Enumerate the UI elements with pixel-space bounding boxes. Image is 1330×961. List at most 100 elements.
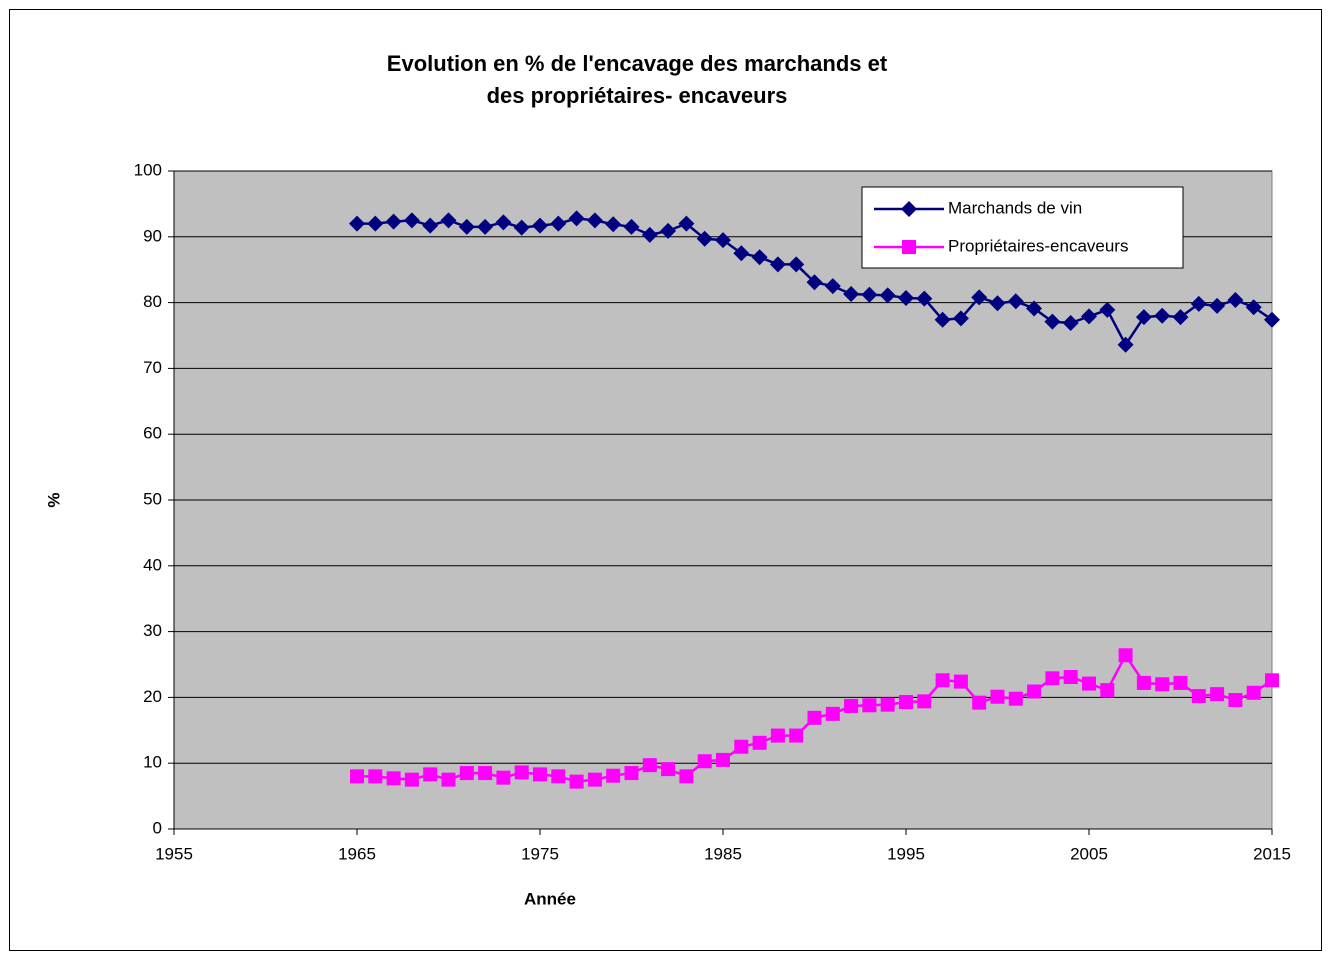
marker xyxy=(844,698,859,713)
marker xyxy=(1155,677,1170,692)
marker xyxy=(716,752,730,767)
marker xyxy=(368,769,383,784)
chart-title: Evolution en % de l'encavage des marchan… xyxy=(387,51,888,76)
legend-box xyxy=(861,186,1184,269)
marker xyxy=(1228,693,1243,708)
marker xyxy=(624,766,639,781)
marker xyxy=(734,739,749,754)
y-tick-label: 100 xyxy=(134,160,162,179)
marker xyxy=(513,219,530,236)
marker xyxy=(843,286,860,303)
marker xyxy=(459,766,474,781)
marker xyxy=(642,758,657,773)
marker xyxy=(403,212,420,229)
marker xyxy=(661,762,676,777)
marker xyxy=(1044,313,1061,330)
y-tick-label: 20 xyxy=(143,687,162,706)
marker xyxy=(916,290,933,307)
marker xyxy=(477,218,494,235)
marker xyxy=(898,289,914,306)
marker xyxy=(733,245,750,262)
marker xyxy=(496,770,511,785)
marker xyxy=(697,754,712,769)
marker xyxy=(1118,648,1133,663)
x-tick-label: 1965 xyxy=(338,844,376,863)
chart-title: des propriétaires- encaveurs xyxy=(487,83,788,108)
marker xyxy=(386,771,401,786)
marker xyxy=(770,728,785,743)
y-tick-label: 60 xyxy=(143,424,162,443)
y-tick-label: 10 xyxy=(143,753,162,772)
marker xyxy=(989,295,1006,312)
y-tick-label: 30 xyxy=(143,621,162,640)
legend-marker xyxy=(901,201,917,217)
marker xyxy=(953,674,968,689)
marker xyxy=(1173,675,1188,690)
marker xyxy=(478,766,493,781)
marker xyxy=(349,215,365,232)
y-tick-label: 90 xyxy=(143,226,162,245)
marker xyxy=(806,274,823,291)
marker xyxy=(1190,295,1207,312)
marker xyxy=(879,287,896,304)
marker xyxy=(679,769,694,784)
marker xyxy=(715,232,731,249)
marker xyxy=(1136,675,1151,690)
marker xyxy=(586,212,603,229)
legend-label: Propriétaires-encaveurs xyxy=(948,236,1128,255)
marker xyxy=(367,215,384,232)
marker xyxy=(917,694,932,709)
marker xyxy=(1246,685,1261,700)
marker xyxy=(1063,670,1078,685)
marker xyxy=(514,765,529,780)
x-tick-label: 1995 xyxy=(887,844,925,863)
legend-label: Marchands de vin xyxy=(948,198,1082,217)
marker xyxy=(532,217,548,234)
marker xyxy=(678,215,695,232)
marker xyxy=(1209,297,1226,314)
marker xyxy=(752,735,767,750)
marker xyxy=(1045,671,1060,686)
marker xyxy=(458,218,475,235)
marker xyxy=(1026,300,1043,317)
marker xyxy=(899,695,913,710)
marker xyxy=(623,218,640,235)
marker xyxy=(551,769,566,784)
marker xyxy=(1062,314,1079,331)
marker xyxy=(423,767,438,782)
marker xyxy=(587,772,602,787)
x-tick-label: 2015 xyxy=(1253,844,1291,863)
marker xyxy=(1135,309,1152,326)
marker xyxy=(861,286,878,303)
marker xyxy=(1210,687,1225,702)
y-tick-label: 70 xyxy=(143,358,162,377)
marker xyxy=(1264,311,1280,328)
marker xyxy=(385,213,402,230)
marker xyxy=(1081,308,1097,325)
y-axis-label: % xyxy=(44,492,63,507)
x-tick-label: 1985 xyxy=(704,844,742,863)
y-tick-label: 40 xyxy=(143,555,162,574)
marker xyxy=(568,210,585,227)
y-tick-label: 0 xyxy=(153,818,162,837)
marker xyxy=(807,710,822,725)
y-tick-label: 80 xyxy=(143,292,162,311)
x-tick-label: 1975 xyxy=(521,844,559,863)
marker xyxy=(1154,307,1171,324)
marker xyxy=(990,689,1005,704)
marker xyxy=(880,697,895,712)
marker xyxy=(1099,301,1116,318)
marker xyxy=(1227,291,1244,308)
marker xyxy=(952,310,969,327)
marker xyxy=(495,214,512,231)
marker xyxy=(641,226,658,243)
x-tick-label: 1955 xyxy=(155,844,193,863)
marker xyxy=(862,698,877,713)
marker xyxy=(350,769,364,784)
marker xyxy=(440,212,457,229)
marker xyxy=(751,249,768,266)
marker xyxy=(769,256,786,273)
marker xyxy=(660,222,677,239)
marker xyxy=(1245,299,1262,316)
